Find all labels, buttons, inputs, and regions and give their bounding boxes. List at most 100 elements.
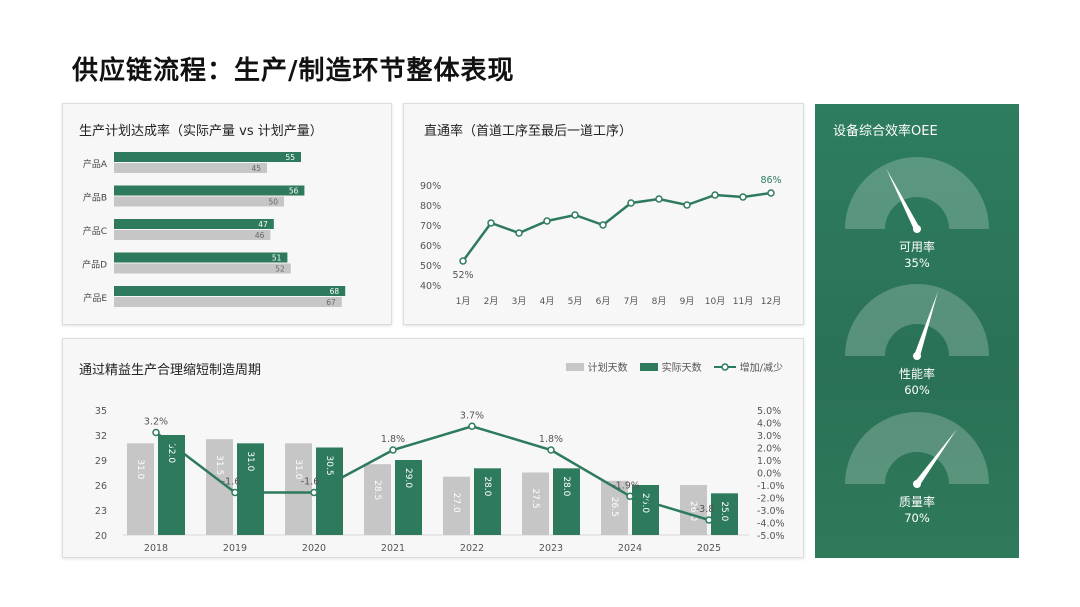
change-label: -3.8 [696,504,715,515]
gauge-needle [914,428,957,486]
cycle-time-title: 通过精益生产合理缩短制造周期 [79,363,262,378]
series-line [461,191,772,262]
bar-actual-label: 30.5 [324,456,334,476]
bar-plan [127,443,154,535]
legend-plan: 计划天数 [565,359,628,374]
gauge-hub [913,480,921,488]
y2-tick-label: -3.0% [757,506,785,517]
bar-plan [522,472,549,535]
cycle-time-chart: 35 32 29 26 23 20 5.0% 4.0%3.0% 2.0%1.0% 0.0%-1.0… [95,406,785,554]
change-point [705,516,713,524]
bar-actual-label: 28.0 [561,476,571,496]
x-tick-label: 2025 [697,543,721,554]
gauge-track [845,412,989,484]
bar-plan [680,485,707,535]
legend-plan-swatch [565,362,584,371]
change-point [152,428,160,437]
bar-plan [285,443,312,535]
y2-tick-label: 1.0% [757,456,781,467]
last-value-label: 86% [760,175,781,186]
legend-actual-swatch [639,362,658,371]
bar-plan-label: 52 [275,265,285,274]
oee-gauges: 可用率 35% 性能率 60% 质量率 70% [845,157,989,525]
bar-plan [443,476,470,535]
x-tick-label: 10月 [705,296,725,307]
legend-actual: 实际天数 [639,359,702,374]
bar-plan-label: 27.5 [530,489,540,509]
category-label: 产品B [83,192,107,204]
gauge-track [845,157,989,229]
y-tick-label: 23 [95,506,107,517]
bar-plan [114,297,342,307]
bar-actual-label: 29.0 [403,468,413,488]
bar-actual-label: 26.0 [640,493,650,513]
bar-actual [553,468,580,535]
bar-actual [114,152,301,162]
bar-plan-label: 31.0 [293,459,303,479]
bar-actual-label: 51 [272,254,282,263]
change-label: 3.7% [460,410,484,421]
first-pass-yield-title: 直通率（首道工序至最后一道工序） [424,124,633,139]
change-label: -1.6 [301,477,320,488]
plan-achievement-title: 生产计划达成率（实际产量 vs 计划产量） [79,124,323,139]
bar-actual [474,468,501,535]
x-tick-label: 2018 [144,543,168,554]
bar-plan [114,263,291,274]
x-tick-label: 6月 [596,296,611,307]
y-tick-label: 90% [420,181,441,192]
gauge-hub [913,225,921,233]
category-label: 产品A [83,158,108,170]
bar-actual [114,185,305,196]
bar-actual-label: 32.0 [166,443,176,463]
y2-tick-label: 5.0% [757,406,781,417]
gauge-value: 35% [904,256,930,270]
data-point [515,229,523,237]
bar-plan [114,196,284,207]
x-tick-label: 8月 [652,296,667,307]
data-point [571,211,579,219]
gauge-name: 质量率 [899,494,935,509]
data-point [487,219,495,227]
x-tick-label: 2020 [302,543,326,554]
y-tick-label: 35 [95,406,107,417]
x-tick-label: 9月 [680,296,695,307]
x-tick-label: 2月 [484,296,499,307]
bar-actual-label: 31.0 [245,451,255,471]
legend-change-swatch [713,362,736,371]
bar-actual [114,286,346,296]
y2-tick-label: 3.0% [757,431,781,442]
bar-plan-label: 67 [326,298,336,307]
change-label: 1.8% [381,434,405,445]
bar-plan-label: 28.5 [372,480,382,500]
y-tick-label: 40% [420,281,441,292]
y-tick-label: 29 [95,456,107,467]
bar-actual-label: 56 [289,187,299,196]
bar-actual [395,460,422,535]
gauge-value: 60% [904,383,930,397]
cycle-time-card: 通过精益生产合理缩短制造周期 计划天数 实际天数 增加/减少 35 32 29 26 2… [62,338,804,558]
category-label: 产品E [83,292,107,304]
x-tick-label: 12月 [761,296,781,307]
bar-plan-label: 26.5 [609,497,619,517]
category-label: 产品C [83,225,107,237]
bar-actual [114,219,274,229]
bar-actual [114,252,288,263]
change-label: -1.6 [222,477,241,488]
change-point [626,492,634,500]
bar-actual-label: 47 [258,220,268,229]
bar-plan-label: 50 [268,198,278,207]
x-tick-label: 7月 [624,296,639,307]
gauge-name: 可用率 [899,239,935,254]
x-tick-label: 2019 [223,543,247,554]
legend-actual-label: 实际天数 [661,363,702,374]
data-point [739,193,747,201]
x-tick-label: 4月 [540,296,555,307]
plan-achievement-card: 生产计划达成率（实际产量 vs 计划产量） 产品A 55 45 产品B 56 50 产品C 4… [62,103,392,325]
gauge-value: 70% [904,511,930,525]
data-point [683,201,691,209]
x-tick-label: 3月 [512,296,527,307]
bar-plan [114,163,267,173]
bar-actual-label: 68 [330,287,340,296]
change-label: 1.8% [539,434,563,445]
x-tick-label: 5月 [568,296,583,307]
